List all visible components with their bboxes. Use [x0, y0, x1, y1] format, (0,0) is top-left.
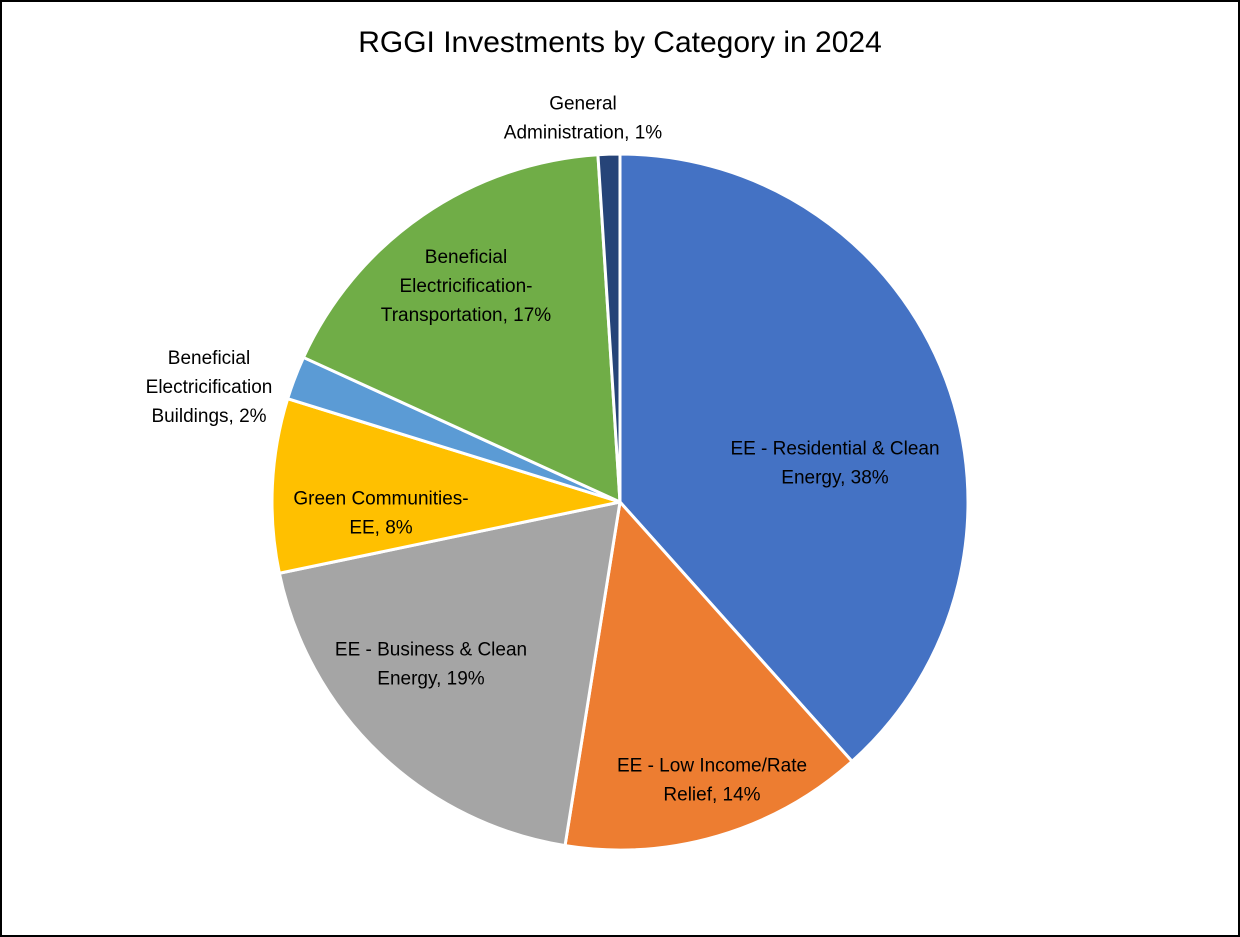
- slice-label-line: Electricification-: [399, 276, 532, 297]
- slice-label-line: Energy, 19%: [377, 669, 484, 690]
- slice-label-5: Beneficial Electricification Buildings, 2%: [146, 348, 273, 427]
- pie-slice-6: [301, 153, 622, 504]
- slice-label-3: EE - Business & Clean Energy, 19%: [335, 640, 527, 690]
- slice-label-line: Energy, 38%: [781, 468, 888, 489]
- slice-label-line: EE, 8%: [349, 518, 412, 539]
- slice-label-line: Transportation, 17%: [381, 305, 551, 326]
- slice-label-line: EE - Business & Clean: [335, 640, 527, 661]
- slice-label-6: Beneficial Electricification- Transportati…: [381, 247, 551, 326]
- slice-label-line: Beneficial: [168, 348, 250, 369]
- slice-label-1: EE - Residential & Clean Energy, 38%: [730, 439, 939, 489]
- slice-label-line: EE - Low Income/Rate: [617, 756, 807, 777]
- slice-label-line: Relief, 14%: [663, 785, 760, 806]
- chart-title: RGGI Investments by Category in 2024: [358, 26, 882, 59]
- slice-label-line: General: [549, 94, 617, 115]
- pie-slice-7: [596, 152, 622, 504]
- slice-label-2: EE - Low Income/Rate Relief, 14%: [617, 756, 807, 806]
- slice-label-4: Green Communities- EE, 8%: [293, 489, 468, 539]
- slice-label-line: Green Communities-: [293, 489, 468, 510]
- pie-slice-2: [563, 500, 854, 852]
- pie-slice-1: [618, 152, 970, 763]
- slice-label-7: General Administration, 1%: [504, 94, 663, 144]
- slice-label-line: Beneficial: [425, 247, 507, 268]
- slice-label-line: Electricification: [146, 377, 273, 398]
- slice-label-line: Administration, 1%: [504, 123, 663, 144]
- slice-label-line: EE - Residential & Clean: [730, 439, 939, 460]
- pie-slice-3: [277, 500, 622, 848]
- slice-label-line: Buildings, 2%: [151, 406, 266, 427]
- pie-slice-4: [270, 397, 622, 575]
